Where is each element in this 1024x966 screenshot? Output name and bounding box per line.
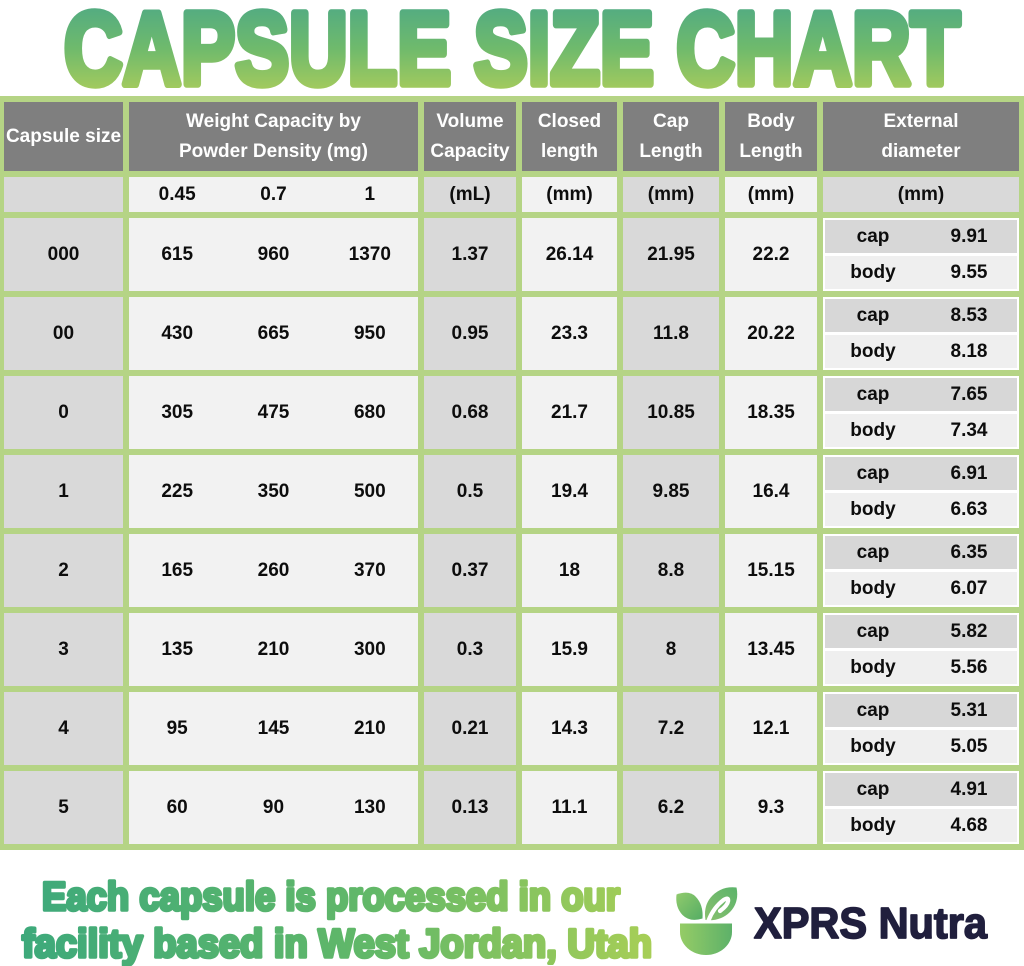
svg-text:Each capsule is processed in o: Each capsule is processed in our <box>42 875 620 919</box>
svg-text:facility based in West Jordan,: facility based in West Jordan, Utah <box>22 922 652 966</box>
svg-text:XPRS Nutra: XPRS Nutra <box>754 899 987 948</box>
svg-text:CAPSULE SIZE CHART: CAPSULE SIZE CHART <box>64 0 960 97</box>
svg-text:CAPSULE SIZE CHART: CAPSULE SIZE CHART <box>62 0 958 97</box>
